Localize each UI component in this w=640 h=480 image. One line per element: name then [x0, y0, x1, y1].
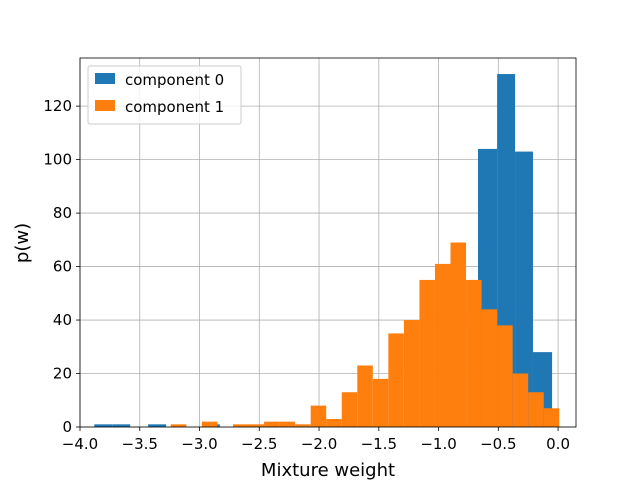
bar-component-1 — [388, 333, 404, 427]
legend-box — [87, 65, 242, 125]
legend-swatch-component-0 — [95, 73, 115, 84]
bar-component-0 — [112, 424, 131, 427]
x-tick-label: −3.0 — [181, 435, 217, 453]
bar-component-1 — [403, 320, 420, 427]
bar-component-1 — [279, 421, 296, 427]
y-axis-label: p(w) — [12, 223, 33, 263]
bar-component-0 — [94, 424, 113, 427]
y-tick-label: 60 — [53, 258, 72, 276]
bar-component-1 — [512, 373, 529, 427]
bar-component-1 — [528, 392, 544, 427]
y-tick-label: 20 — [53, 365, 72, 383]
x-tick-label: −3.5 — [122, 435, 158, 453]
y-tick-label: 120 — [43, 97, 72, 115]
bar-component-1 — [481, 309, 498, 427]
bar-component-1 — [450, 242, 467, 427]
bar-component-1 — [264, 421, 280, 427]
bar-component-1 — [497, 325, 513, 427]
y-tick-label: 80 — [53, 204, 72, 222]
bar-component-1 — [466, 279, 482, 427]
bar-component-1 — [248, 424, 265, 427]
plot-frame — [79, 57, 577, 428]
legend-label-component-0: component 0 — [125, 71, 224, 89]
y-tick-label: 100 — [43, 151, 72, 169]
legend: component 0 component 1 — [87, 65, 242, 125]
x-tick-label: −0.5 — [480, 435, 516, 453]
bars — [94, 74, 560, 428]
bar-component-1 — [419, 279, 435, 427]
bar-component-0 — [515, 151, 533, 427]
legend-swatch-component-1 — [95, 100, 115, 111]
bar-component-1 — [170, 424, 187, 427]
x-tick-label: −2.5 — [241, 435, 277, 453]
legend-label-component-1: component 1 — [125, 98, 224, 116]
bar-component-0 — [148, 424, 167, 427]
y-tick-label: 40 — [53, 311, 72, 329]
x-tick-label: −1.0 — [420, 435, 456, 453]
y-tick-label: 0 — [62, 418, 72, 436]
bar-component-1 — [201, 421, 218, 427]
x-tick-label: −2.0 — [301, 435, 337, 453]
bar-component-1 — [372, 378, 389, 427]
x-axis-label: Mixture weight — [261, 460, 395, 480]
x-tick-label: −4.0 — [62, 435, 98, 453]
x-tick-label: 0.0 — [546, 435, 570, 453]
bar-component-1 — [310, 405, 327, 427]
bar-component-1 — [341, 392, 358, 427]
bar-component-1 — [232, 424, 249, 427]
bar-component-1 — [326, 418, 342, 427]
bar-component-1 — [434, 263, 451, 427]
x-tick-label: −1.5 — [361, 435, 397, 453]
bar-component-1 — [295, 424, 311, 427]
bar-component-1 — [357, 365, 373, 427]
axis-ticks: −4.0 −3.5 −3.0 −2.5 −2.0 −1.5 −1.0 −0.5 0.0 0 20 40… — [43, 97, 570, 453]
bar-component-1 — [543, 408, 560, 427]
